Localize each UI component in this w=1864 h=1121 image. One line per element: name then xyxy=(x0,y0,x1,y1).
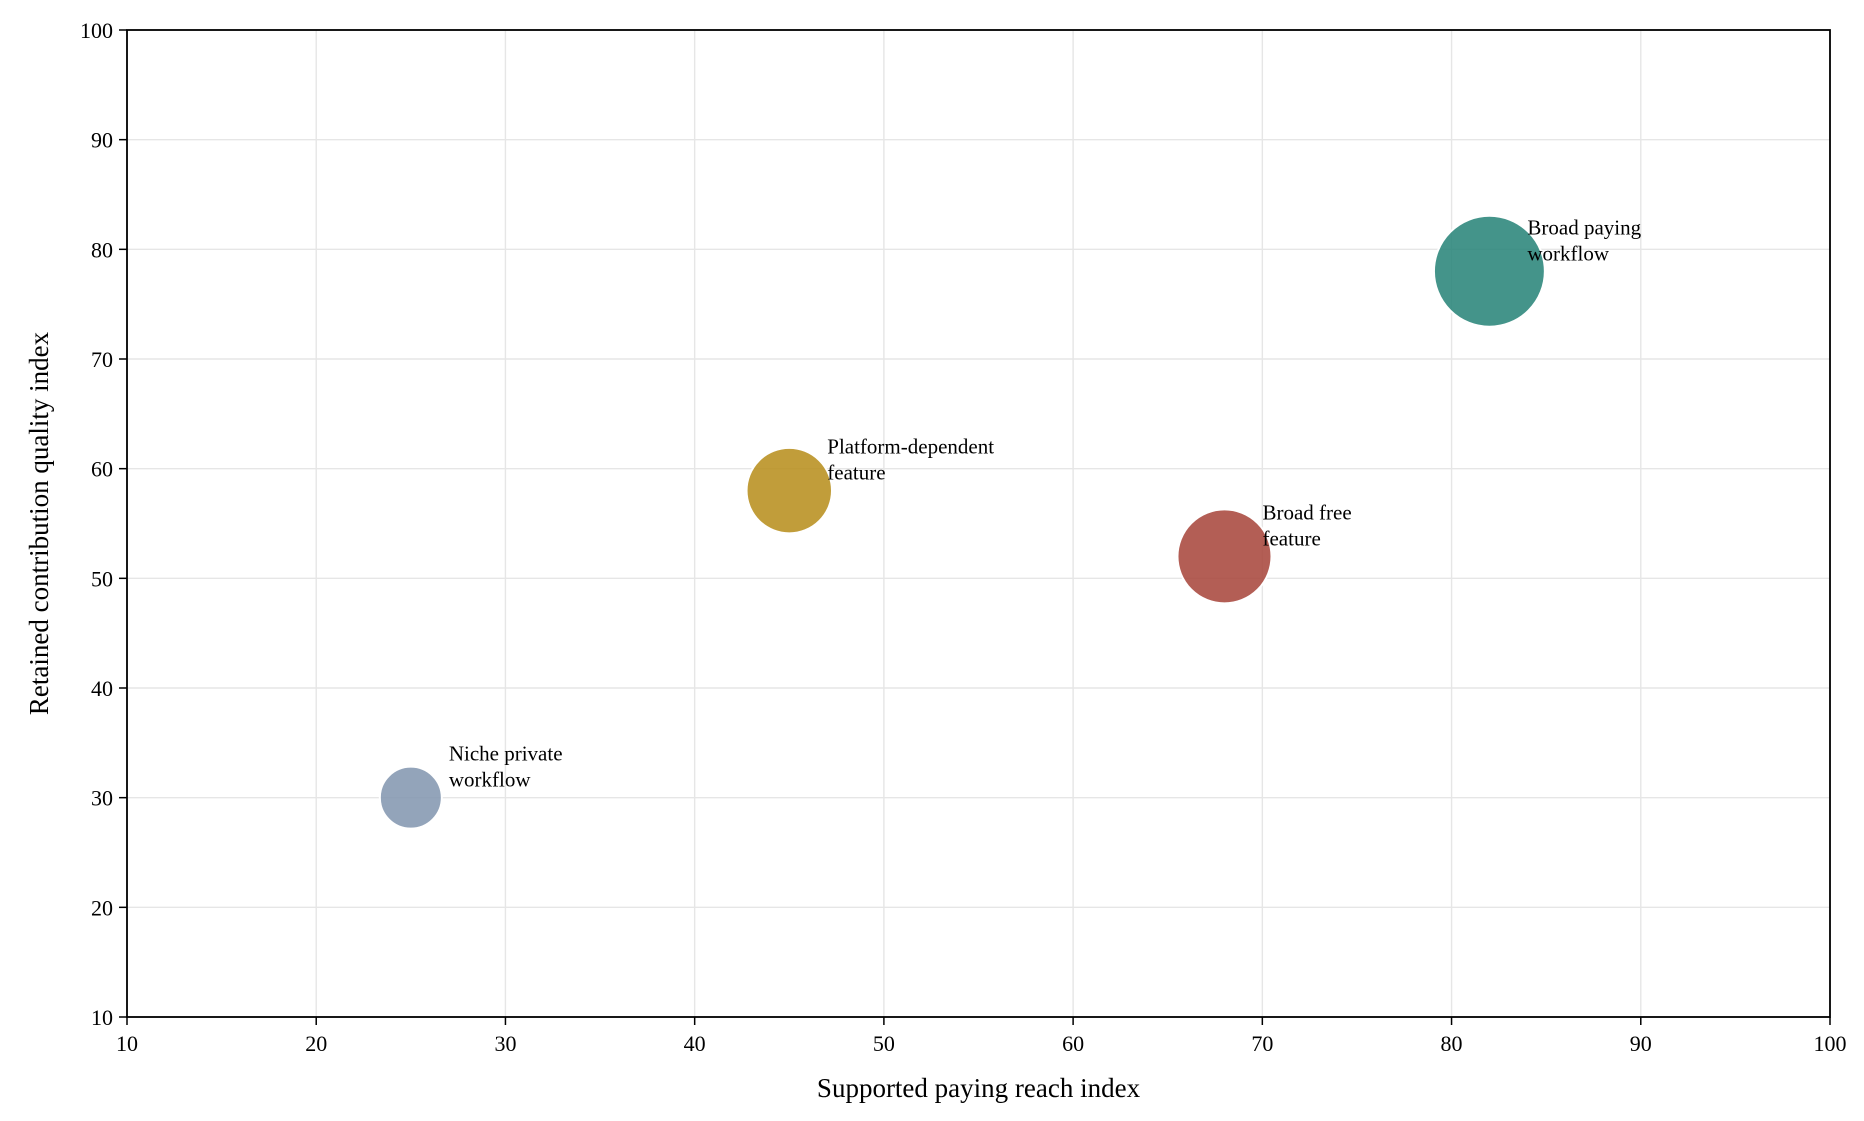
y-tick-label: 10 xyxy=(91,1005,113,1030)
x-tick-label: 100 xyxy=(1814,1031,1847,1056)
bubble-point xyxy=(1176,508,1273,605)
y-tick-label: 90 xyxy=(91,128,113,153)
x-axis-title: Supported paying reach index xyxy=(817,1073,1141,1103)
bubble-label-line: Broad free xyxy=(1262,500,1351,524)
bubble-point xyxy=(1432,214,1546,328)
y-axis-title: Retained contribution quality index xyxy=(24,331,54,715)
x-tick-label: 30 xyxy=(494,1031,516,1056)
grid xyxy=(126,29,1831,1018)
ticks: 10 20 30 40 50 60 70 80 90 100 10 20 30 40 50 60 70 80 90 1… xyxy=(80,18,1847,1056)
bubbles xyxy=(378,214,1546,830)
x-tick-label: 90 xyxy=(1630,1031,1652,1056)
bubble-label-line: workflow xyxy=(449,768,531,792)
y-tick-label: 60 xyxy=(91,457,113,482)
bubble-label: Broad paying workflow xyxy=(1527,215,1641,265)
y-tick-label: 80 xyxy=(91,237,113,262)
y-tick-label: 40 xyxy=(91,676,113,701)
x-tick-label: 20 xyxy=(305,1031,327,1056)
x-tick-label: 70 xyxy=(1251,1031,1273,1056)
bubble-label-line: feature xyxy=(1262,526,1320,550)
bubble-label-line: Broad paying xyxy=(1527,215,1641,239)
x-tick-label: 50 xyxy=(873,1031,895,1056)
y-tick-label: 50 xyxy=(91,566,113,591)
bubble-label-line: Platform-dependent xyxy=(827,435,994,459)
bubble-label: Niche private workflow xyxy=(449,742,563,792)
y-tick-label: 100 xyxy=(80,18,113,43)
bubble-point xyxy=(378,765,443,830)
x-tick-label: 40 xyxy=(684,1031,706,1056)
bubble-label-line: feature xyxy=(827,461,885,485)
y-tick-label: 30 xyxy=(91,786,113,811)
bubble-point xyxy=(745,446,834,535)
x-tick-label: 60 xyxy=(1062,1031,1084,1056)
bubble-label-line: workflow xyxy=(1527,241,1609,265)
bubble-label: Platform-dependent feature xyxy=(827,435,994,485)
plot-frame xyxy=(126,29,1831,1018)
y-tick-label: 70 xyxy=(91,347,113,372)
x-tick-label: 10 xyxy=(116,1031,138,1056)
y-tick-label: 20 xyxy=(91,895,113,920)
bubble-label: Broad free feature xyxy=(1262,500,1351,550)
x-tick-label: 80 xyxy=(1441,1031,1463,1056)
bubble-label-line: Niche private xyxy=(449,742,563,766)
